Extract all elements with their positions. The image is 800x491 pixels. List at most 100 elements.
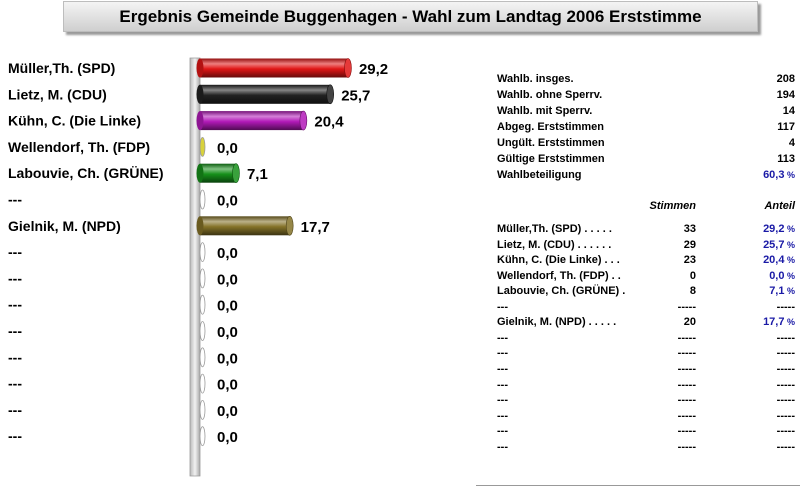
bar [200, 216, 290, 236]
table-row-name: --- [497, 331, 508, 344]
votes-header: Stimmen [649, 200, 696, 212]
table-row-votes: 33 [683, 223, 696, 235]
value-label: 0,0 [217, 403, 238, 420]
table-row-votes: 20 [683, 316, 696, 329]
table-row-share: ----- [776, 425, 795, 438]
page-title: Ergebnis Gemeinde Buggenhagen - Wahl zum… [63, 1, 758, 32]
table-row-share: ----- [776, 440, 795, 453]
bar-zero [199, 242, 206, 263]
bar-cap-start [196, 216, 204, 236]
summary-value: 113 [777, 153, 795, 165]
bar-zero [199, 399, 206, 420]
table-row-name: Labouvie, Ch. (GRÜNE) . [497, 285, 626, 298]
bar [200, 84, 331, 104]
table-row-name: --- [497, 362, 508, 375]
percent-sign: % [784, 170, 795, 180]
table-row-share: 29,2 % [763, 223, 795, 235]
value-label: 0,0 [217, 298, 238, 315]
table-row-share: 0,0 % [769, 269, 795, 282]
table-row-name: Gielnik, M. (NPD) . . . . . [497, 316, 617, 329]
table-row-share: ----- [776, 300, 795, 313]
table-row-name: --- [497, 394, 508, 407]
table-row-share: 20,4 % [763, 254, 795, 267]
summary-value: 14 [782, 105, 795, 117]
table-row-name: Wellendorf, Th. (FDP) . . [497, 269, 621, 282]
table-row-share: ----- [776, 409, 795, 422]
percent-sign: % [784, 286, 795, 297]
category-label: Müller,Th. (SPD) [8, 60, 115, 76]
summary-label: Abgeg. Erststimmen [497, 121, 604, 133]
category-labels: Müller,Th. (SPD) Lietz, M. (CDU) Kühn, C. … [8, 60, 164, 444]
table-row-share: 17,7 % [763, 316, 795, 329]
category-label: --- [8, 297, 22, 313]
value-label: 20,4 [314, 114, 344, 131]
table-row-share: ----- [776, 362, 795, 375]
bar-cap-end [344, 58, 352, 78]
table-row-votes: ----- [677, 331, 696, 344]
value-label: 7,1 [247, 166, 268, 183]
value-label: 0,0 [217, 140, 238, 157]
table-row-votes: ----- [677, 394, 696, 407]
summary-value: 194 [776, 89, 795, 101]
bar [200, 163, 236, 183]
bar-zero [199, 373, 206, 394]
bar-cap-start [196, 163, 204, 183]
table-row-votes: 29 [683, 238, 696, 251]
value-label: 17,7 [301, 219, 330, 236]
category-label: --- [8, 349, 22, 365]
table-row-share: ----- [776, 331, 795, 344]
bar-cap-start [196, 111, 204, 131]
table-row-votes: ----- [677, 300, 696, 313]
bar-zero [199, 268, 206, 289]
value-label: 0,0 [217, 324, 238, 341]
value-label: 0,0 [217, 193, 238, 210]
table-row-share: 25,7 % [763, 238, 795, 251]
chart-axis-wall [189, 57, 201, 477]
bar-cap-end [326, 84, 335, 105]
table-row-name: --- [497, 300, 508, 313]
table-row-name: --- [497, 440, 508, 453]
category-label: Labouvie, Ch. (GRÜNE) [8, 165, 164, 181]
share-header: Anteil [764, 200, 795, 212]
bottom-divider [476, 485, 800, 486]
table-row-share: ----- [776, 394, 795, 407]
bar-zero [199, 321, 206, 341]
category-label: Kühn, C. (Die Linke) [8, 113, 141, 129]
bar-cap-end [232, 163, 240, 183]
summary-value: 117 [777, 121, 795, 133]
summary-label: Wahlb. insges. [497, 73, 574, 85]
table-row-name: --- [497, 409, 508, 422]
percent-sign: % [784, 317, 795, 328]
summary-label: Wahlb. mit Sperrv. [497, 105, 593, 117]
bar-cap-end [285, 216, 294, 236]
bar [200, 111, 304, 131]
percent-sign: % [784, 224, 795, 234]
table-row-name: --- [497, 425, 508, 438]
summary-label: Wahlb. ohne Sperrv. [497, 89, 603, 101]
table-row-share: ----- [776, 347, 795, 360]
table-row-share: ----- [776, 378, 795, 391]
value-label: 0,0 [217, 245, 238, 262]
summary-label: Ungült. Erststimmen [497, 137, 605, 149]
bar-cap-start [196, 84, 204, 104]
value-label: 0,0 [217, 271, 238, 288]
table-row-votes: ----- [677, 378, 696, 391]
bars-layer [196, 58, 352, 447]
table-row-name: Kühn, C. (Die Linke) . . . [497, 254, 620, 267]
table-row-votes: ----- [677, 409, 696, 422]
value-label: 25,7 [341, 87, 370, 104]
category-label: --- [8, 402, 22, 418]
table-row-name: Müller,Th. (SPD) . . . . . [497, 223, 612, 235]
table-row-votes: 23 [683, 254, 696, 267]
table-row-votes: 8 [689, 285, 696, 298]
category-label: Lietz, M. (CDU) [8, 86, 107, 102]
value-label: 0,0 [217, 377, 238, 394]
percent-sign: % [784, 239, 795, 250]
summary-value: 4 [788, 137, 795, 149]
table-row-votes: ----- [677, 347, 696, 360]
category-label: --- [8, 323, 22, 339]
summary-label: Wahlbeteiligung [497, 169, 582, 181]
category-label: Gielnik, M. (NPD) [8, 218, 121, 234]
